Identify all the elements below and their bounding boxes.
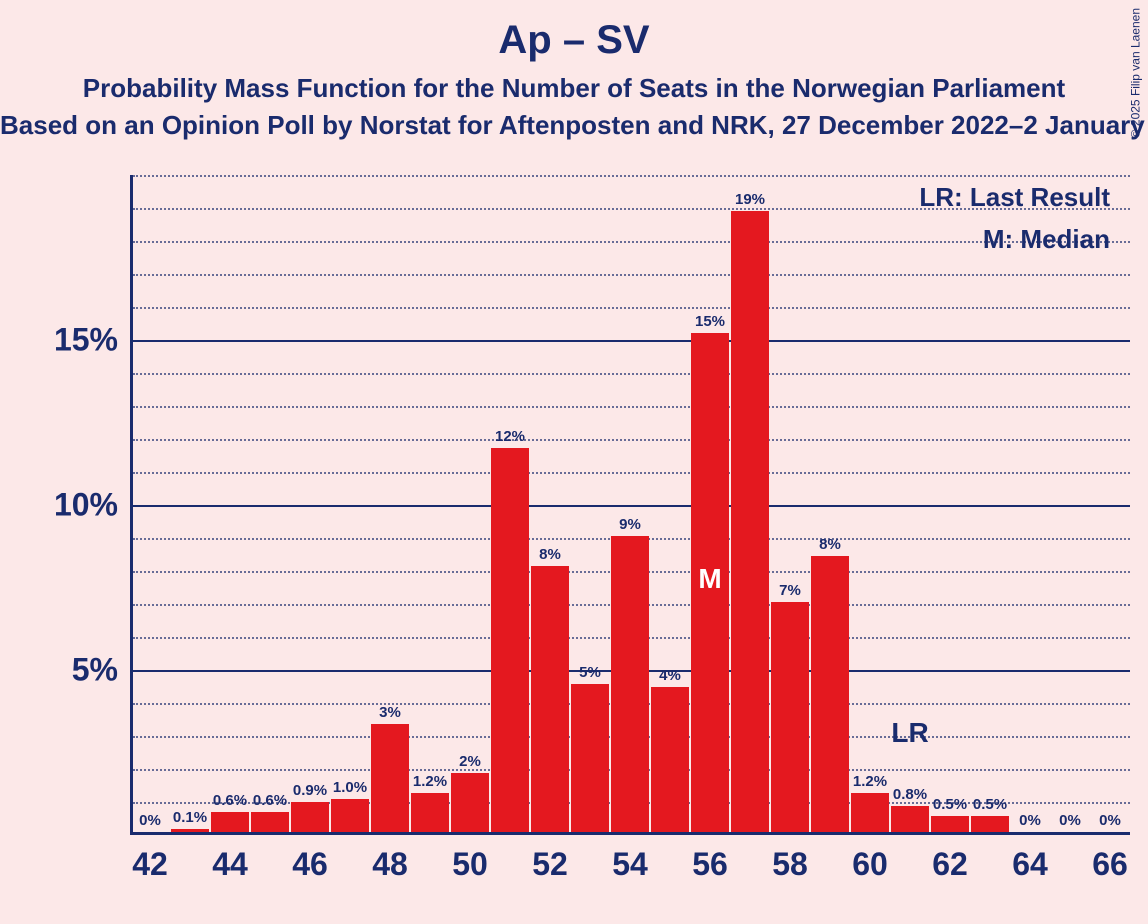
bar [291, 802, 329, 832]
x-tick-label: 64 [1012, 846, 1048, 883]
bar [251, 812, 289, 832]
y-tick-label: 10% [8, 487, 118, 524]
bar-label: 7% [779, 582, 801, 599]
bar-label: 0% [1019, 812, 1041, 829]
gridline-minor [133, 175, 1130, 177]
bar-label: 8% [819, 536, 841, 553]
x-tick-label: 52 [532, 846, 568, 883]
x-tick-label: 48 [372, 846, 408, 883]
gridline-major [133, 340, 1130, 342]
subtitle-2: Based on an Opinion Poll by Norstat for … [0, 110, 1148, 141]
subtitle: Probability Mass Function for the Number… [0, 73, 1148, 104]
bar [491, 448, 529, 832]
bar [571, 684, 609, 832]
bar-label: 1.2% [853, 773, 887, 790]
bar [851, 793, 889, 832]
bar-label: 1.0% [333, 779, 367, 796]
bar-label: 4% [659, 667, 681, 684]
bar [171, 829, 209, 832]
x-axis-line [130, 832, 1130, 835]
bar [211, 812, 249, 832]
bar [931, 816, 969, 832]
gridline-minor [133, 208, 1130, 210]
bar-label: 9% [619, 516, 641, 533]
bar-label: 0.5% [973, 796, 1007, 813]
bar-label: 0% [1059, 812, 1081, 829]
bar [611, 536, 649, 832]
x-tick-label: 56 [692, 846, 728, 883]
x-tick-label: 46 [292, 846, 328, 883]
bar [371, 724, 409, 832]
x-tick-label: 44 [212, 846, 248, 883]
bar [731, 211, 769, 832]
bar [411, 793, 449, 832]
x-tick-label: 54 [612, 846, 648, 883]
legend: LR: Last Result M: Median [919, 177, 1110, 260]
bar-label: 5% [579, 664, 601, 681]
bar [331, 799, 369, 832]
y-tick-label: 15% [8, 322, 118, 359]
bar-label: 8% [539, 546, 561, 563]
gridline-minor [133, 373, 1130, 375]
gridline-minor [133, 274, 1130, 276]
bar [971, 816, 1009, 832]
bar-label: 0.9% [293, 782, 327, 799]
legend-lr: LR: Last Result [919, 177, 1110, 219]
x-tick-label: 62 [932, 846, 968, 883]
bar-label: 1.2% [413, 773, 447, 790]
median-marker: M [698, 563, 721, 595]
bar-label: 12% [495, 428, 525, 445]
bar-label: 3% [379, 704, 401, 721]
title-block: Ap – SV Probability Mass Function for th… [0, 0, 1148, 141]
legend-m: M: Median [919, 219, 1110, 261]
bar [451, 773, 489, 832]
last-result-marker: LR [891, 717, 928, 749]
gridline-minor [133, 307, 1130, 309]
x-tick-label: 60 [852, 846, 888, 883]
bar-label: 0.8% [893, 786, 927, 803]
bar [891, 806, 929, 832]
bar-label: 0.1% [173, 809, 207, 826]
bar [651, 687, 689, 832]
gridline-minor [133, 406, 1130, 408]
bar-label: 0.6% [253, 792, 287, 809]
gridline-minor [133, 439, 1130, 441]
x-tick-label: 66 [1092, 846, 1128, 883]
y-tick-label: 5% [8, 652, 118, 689]
copyright-text: © 2025 Filip van Laenen [1128, 8, 1142, 138]
bar-label: 0% [1099, 812, 1121, 829]
x-tick-label: 58 [772, 846, 808, 883]
bar-label: 19% [735, 191, 765, 208]
chart-area: LR: Last Result M: Median 42444648505254… [130, 175, 1130, 835]
gridline-major [133, 505, 1130, 507]
bar-label: 0% [139, 812, 161, 829]
gridline-minor [133, 472, 1130, 474]
x-tick-label: 50 [452, 846, 488, 883]
bar [771, 602, 809, 832]
main-title: Ap – SV [0, 0, 1148, 63]
bar [811, 556, 849, 832]
bar-label: 0.6% [213, 792, 247, 809]
bar-label: 2% [459, 753, 481, 770]
bar-label: 15% [695, 313, 725, 330]
x-tick-label: 42 [132, 846, 168, 883]
bar-label: 0.5% [933, 796, 967, 813]
gridline-minor [133, 241, 1130, 243]
bar [531, 566, 569, 832]
